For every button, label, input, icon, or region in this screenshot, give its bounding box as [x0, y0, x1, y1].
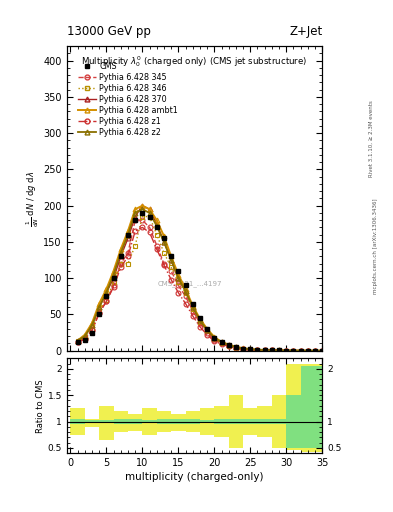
- Text: CMS_2021_...4197: CMS_2021_...4197: [157, 280, 222, 287]
- Legend: CMS, Pythia 6.428 345, Pythia 6.428 346, Pythia 6.428 370, Pythia 6.428 ambt1, P: CMS, Pythia 6.428 345, Pythia 6.428 346,…: [76, 59, 180, 139]
- Text: Z+Jet: Z+Jet: [289, 26, 322, 38]
- Text: Rivet 3.1.10, ≥ 2.3M events: Rivet 3.1.10, ≥ 2.3M events: [369, 100, 374, 177]
- Text: 13000 GeV pp: 13000 GeV pp: [67, 26, 151, 38]
- Text: Multiplicity $\lambda_0^0$ (charged only) (CMS jet substructure): Multiplicity $\lambda_0^0$ (charged only…: [81, 54, 308, 69]
- Text: mcplots.cern.ch [arXiv:1306.3436]: mcplots.cern.ch [arXiv:1306.3436]: [373, 198, 378, 293]
- Y-axis label: Ratio to CMS: Ratio to CMS: [36, 379, 45, 433]
- X-axis label: multiplicity (charged-only): multiplicity (charged-only): [125, 472, 264, 482]
- Y-axis label: $\frac{1}{\mathrm{d}N}$ $\mathrm{d}N$ / $\mathrm{d}g$ $\mathrm{d}\lambda$: $\frac{1}{\mathrm{d}N}$ $\mathrm{d}N$ / …: [24, 170, 40, 226]
